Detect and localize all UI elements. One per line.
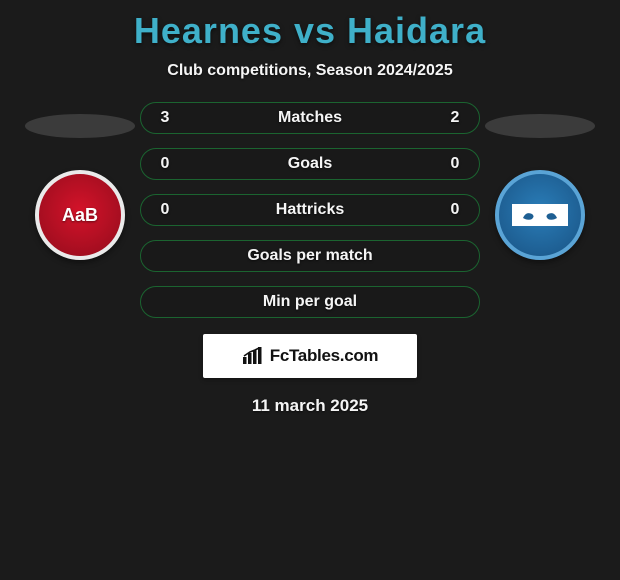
left-crest-initials: AaB: [62, 205, 98, 226]
stat-label: Goals per match: [247, 247, 372, 265]
stat-right-value: 2: [445, 109, 465, 127]
right-crest-stripe: [512, 204, 568, 226]
right-shadow-ellipse: [485, 114, 595, 138]
stat-label: Goals: [288, 155, 332, 173]
stat-left-value: 3: [155, 109, 175, 127]
subtitle: Club competitions, Season 2024/2025: [167, 62, 452, 80]
stat-row-matches: 3 Matches 2: [140, 102, 480, 134]
stat-right-value: 0: [445, 155, 465, 173]
lions-icon: [520, 208, 560, 222]
bar-chart-icon: [242, 347, 264, 365]
stat-label: Min per goal: [263, 293, 357, 311]
stat-left-value: 0: [155, 155, 175, 173]
page-title: Hearnes vs Haidara: [134, 10, 486, 52]
stat-row-gpm: Goals per match: [140, 240, 480, 272]
left-team-crest: AaB: [35, 170, 125, 260]
comparison-card: Hearnes vs Haidara Club competitions, Se…: [0, 0, 620, 580]
branding-badge: FcTables.com: [203, 334, 417, 378]
right-team-column: [480, 102, 600, 260]
right-team-crest: [495, 170, 585, 260]
stat-row-goals: 0 Goals 0: [140, 148, 480, 180]
stat-right-value: 0: [445, 201, 465, 219]
left-shadow-ellipse: [25, 114, 135, 138]
stat-left-value: 0: [155, 201, 175, 219]
content-row: AaB 3 Matches 2 0 Goals 0 0 Hattricks 0 …: [0, 102, 620, 318]
left-team-column: AaB: [20, 102, 140, 260]
stat-row-hattricks: 0 Hattricks 0: [140, 194, 480, 226]
stat-row-mpg: Min per goal: [140, 286, 480, 318]
stats-column: 3 Matches 2 0 Goals 0 0 Hattricks 0 Goal…: [140, 102, 480, 318]
date-text: 11 march 2025: [252, 396, 368, 416]
stat-label: Hattricks: [276, 201, 344, 219]
branding-text: FcTables.com: [270, 346, 379, 366]
stat-label: Matches: [278, 109, 342, 127]
